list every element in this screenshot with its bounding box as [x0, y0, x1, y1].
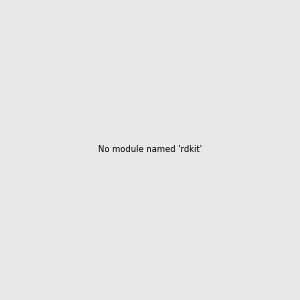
- Text: No module named 'rdkit': No module named 'rdkit': [98, 146, 202, 154]
